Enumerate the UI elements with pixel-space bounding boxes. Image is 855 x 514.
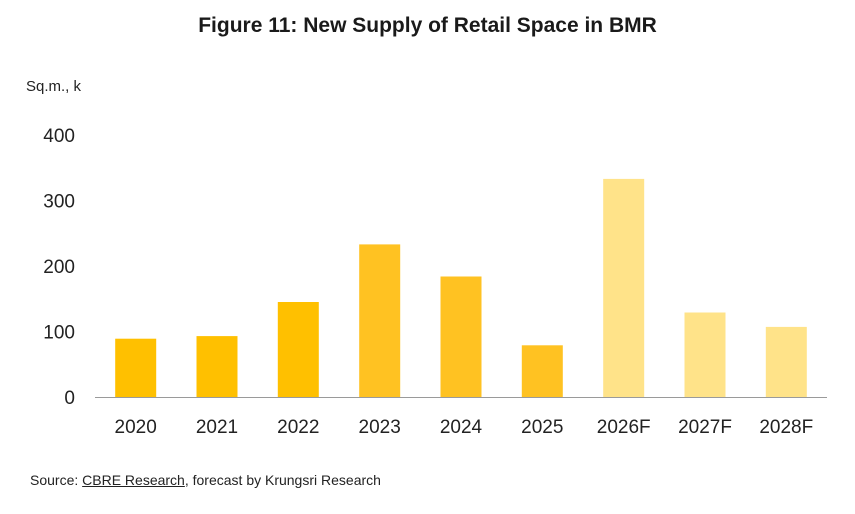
source-link[interactable]: CBRE Research	[82, 472, 185, 488]
y-tick-label: 0	[64, 388, 75, 409]
x-tick-label: 2020	[115, 417, 157, 438]
source-note: Source: CBRE Research, forecast by Krung…	[30, 472, 381, 488]
y-tick-label: 400	[43, 126, 75, 147]
y-axis-label: Sq.m., k	[26, 78, 82, 95]
bar-2022	[277, 302, 319, 397]
x-tick-label: 2021	[196, 417, 238, 438]
bar-2025	[521, 345, 563, 397]
bar-2021	[196, 336, 238, 397]
bar-2028F	[765, 326, 807, 397]
y-tick-label: 100	[43, 323, 75, 344]
bar-2027F	[684, 312, 726, 397]
bar-2026F	[603, 178, 645, 397]
source-suffix: , forecast by Krungsri Research	[184, 472, 381, 488]
source-prefix: Source:	[30, 472, 83, 488]
chart-title: Figure 11: New Supply of Retail Space in…	[198, 14, 657, 37]
x-tick-label: 2025	[521, 417, 563, 438]
y-tick-label: 300	[43, 192, 75, 213]
x-tick-label: 2022	[277, 417, 319, 438]
x-tick-label: 2026F	[597, 417, 651, 438]
x-tick-label: 2028F	[759, 417, 813, 438]
x-tick-label: 2023	[359, 417, 401, 438]
bar-2024	[440, 276, 482, 397]
x-tick-label: 2027F	[678, 417, 732, 438]
x-tick-label: 2024	[440, 417, 483, 438]
y-tick-label: 200	[43, 257, 75, 278]
bar-2023	[359, 244, 401, 397]
bar-2020	[115, 338, 157, 397]
